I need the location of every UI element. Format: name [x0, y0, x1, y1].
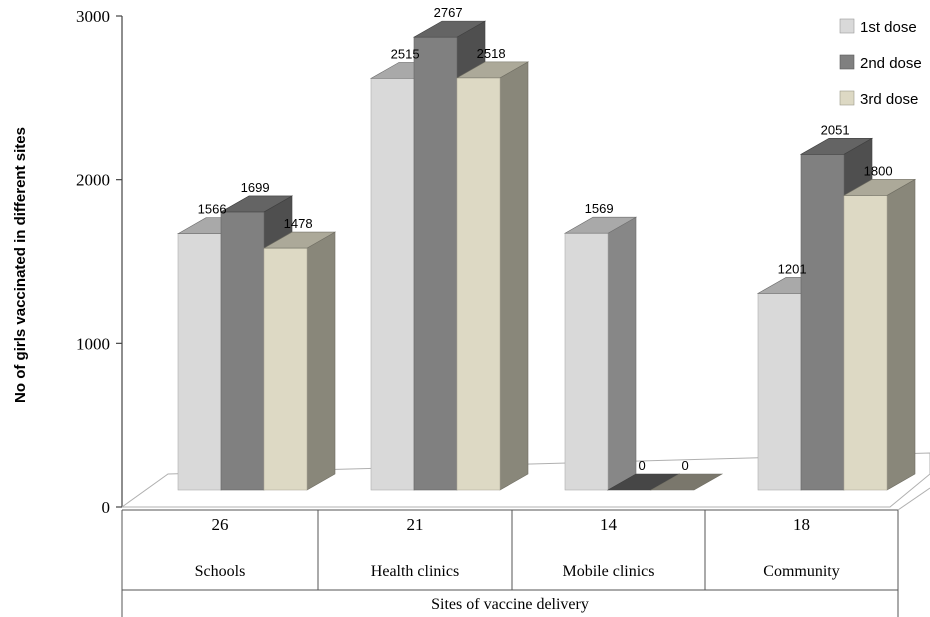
chart-floor: [120, 452, 930, 508]
y-axis-ticks: 0 1000 2000 3000: [76, 7, 122, 517]
data-label: 1478: [284, 216, 313, 231]
legend-swatch: [839, 90, 855, 106]
bar: [649, 473, 724, 491]
floor-right-edge: [897, 487, 930, 511]
y-axis-label: No of girls vaccinated in different site…: [12, 127, 29, 403]
bar-top: [262, 231, 337, 249]
bar-front: [220, 211, 265, 491]
bar-top: [219, 195, 294, 213]
y-tick-label: 3000: [76, 7, 110, 26]
data-label: 2518: [477, 46, 506, 61]
chart-bars: [176, 20, 917, 491]
bar-front: [413, 36, 458, 491]
bar-top: [649, 473, 724, 491]
bar-top: [563, 216, 638, 234]
legend-item: 2nd dose: [839, 54, 922, 72]
bar-side: [886, 178, 916, 491]
category-label: Community: [763, 563, 839, 580]
bar-side: [306, 231, 336, 491]
category-count: 18: [793, 515, 810, 534]
bar: [262, 231, 337, 491]
bar-front: [757, 293, 802, 491]
y-tick-label: 1000: [76, 334, 110, 353]
legend-item: 1st dose: [839, 18, 917, 36]
bar-top: [412, 20, 487, 38]
data-label: 1201: [778, 261, 807, 276]
category-label: Schools: [195, 563, 246, 580]
data-label: 2767: [434, 5, 463, 20]
data-label: 0: [638, 458, 645, 473]
y-tick-label: 2000: [76, 171, 110, 190]
legend-label: 2nd dose: [860, 55, 922, 72]
bar-top: [455, 61, 530, 79]
category-label: Health clinics: [371, 563, 459, 580]
bar: [842, 178, 917, 491]
chart-legend: 1st dose 2nd dose 3rd dose: [839, 18, 922, 108]
category-count: 21: [407, 515, 424, 534]
category-count: 14: [600, 515, 618, 534]
data-label: 0: [681, 458, 688, 473]
bar-front: [263, 247, 308, 491]
bar-top: [799, 138, 874, 155]
y-tick-label: 0: [102, 498, 111, 517]
bar-front: [177, 233, 222, 491]
bar-front: [843, 195, 888, 491]
data-label: 1569: [585, 201, 614, 216]
bar-side: [607, 216, 637, 491]
data-label: 2515: [391, 46, 420, 61]
data-label: 1800: [864, 163, 893, 178]
bar: [455, 61, 530, 491]
legend-item: 3rd dose: [839, 90, 918, 108]
x-axis-label: Sites of vaccine delivery: [431, 596, 589, 613]
legend-label: 1st dose: [860, 19, 917, 36]
bar-front: [370, 78, 415, 491]
legend-swatch: [839, 54, 855, 70]
bar-top: [842, 179, 917, 196]
data-labels: 1566 1699 1478 2515 2767 2518 1569 0 0 1201 2051 18…: [198, 5, 893, 473]
bar-side: [499, 61, 529, 491]
data-label: 2051: [821, 122, 850, 137]
legend-swatch: [839, 18, 855, 34]
bar-front: [456, 77, 501, 491]
bar-front: [564, 232, 609, 491]
data-label: 1566: [198, 202, 227, 217]
category-count: 26: [212, 515, 229, 534]
legend-label: 3rd dose: [860, 91, 918, 108]
bar-front: [800, 154, 845, 491]
bar: [563, 216, 638, 491]
data-label: 1699: [241, 180, 270, 195]
category-label: Mobile clinics: [563, 563, 655, 580]
floor-plane: [120, 452, 930, 508]
category-table: 26 Schools 21 Health clinics 14 Mobile clinic…: [121, 487, 930, 617]
